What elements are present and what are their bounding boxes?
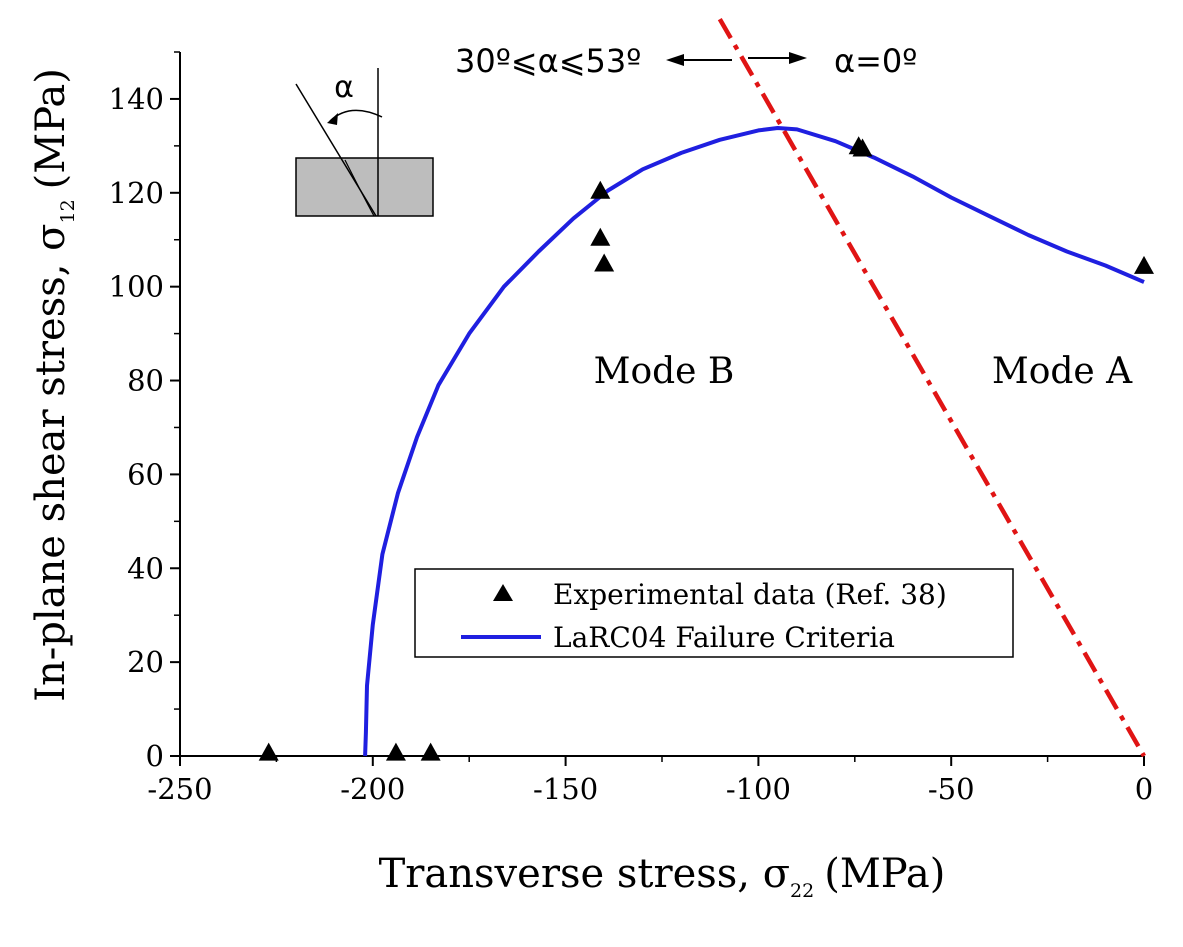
larc04-envelope-line	[363, 126, 1145, 757]
y-tick-label: 40	[127, 551, 164, 585]
angle-alpha-label: α	[334, 70, 354, 105]
y-tick-label: 140	[109, 82, 164, 116]
y-tick-label: 100	[109, 270, 164, 304]
legend: Experimental data (Ref. 38) LaRC04 Failu…	[414, 568, 1014, 658]
experimental-data-point	[590, 227, 611, 246]
y-ticks: 0 20 40 60 80 100 120 140	[109, 51, 180, 773]
x-tick-label: -150	[533, 772, 598, 806]
left-arrow-head	[666, 54, 684, 66]
x-axis-title-subscript: 22	[790, 880, 814, 902]
angle-range-annotations: 30º⩽α⩽53º α=0º	[455, 42, 917, 80]
mode-a-label: Mode A	[992, 351, 1133, 392]
legend-label-larc04: LaRC04 Failure Criteria	[553, 621, 895, 654]
experimental-data-point	[590, 180, 611, 199]
x-tick-label: 0	[1135, 772, 1153, 806]
y-tick-label: 0	[146, 739, 164, 773]
y-tick-label: 60	[127, 457, 164, 491]
mode-boundary-line	[717, 17, 1146, 758]
fracture-crack-curve	[344, 159, 375, 217]
series-layer	[258, 17, 1154, 761]
x-tick-label: -100	[726, 772, 791, 806]
x-axis-title-main: Transverse stress, σ	[379, 851, 790, 897]
y-tick-label: 120	[109, 176, 164, 210]
y-axis-title-subscript: 12	[57, 199, 79, 223]
x-tick-label: -250	[147, 772, 212, 806]
legend-triangle-marker	[493, 584, 513, 601]
experimental-data-point	[852, 138, 873, 157]
legend-box	[414, 568, 1014, 658]
experimental-data-point	[385, 742, 406, 761]
x-tick-label: -50	[928, 772, 975, 806]
angle-arrow-head	[327, 113, 338, 125]
angle-arc-arrow	[329, 109, 383, 122]
experimental-data-point	[420, 742, 441, 761]
right-arrow-head	[789, 52, 807, 64]
fracture-angle-diagram: α	[295, 68, 434, 217]
legend-label-experimental: Experimental data (Ref. 38)	[553, 578, 947, 611]
left-angle-range-label: 30º⩽α⩽53º	[455, 42, 641, 80]
specimen-block	[295, 157, 434, 217]
x-axis-title: Transverse stress, σ22 (MPa)	[379, 851, 946, 902]
x-axis-title-unit: (MPa)	[824, 851, 945, 897]
y-axis-title-main: In-plane shear stress, σ	[28, 224, 74, 702]
y-tick-label: 80	[127, 364, 164, 398]
mode-b-label: Mode B	[594, 351, 735, 392]
y-tick-label: 20	[127, 645, 164, 679]
experimental-data-point	[594, 253, 615, 272]
y-axis-title: In-plane shear stress, σ12 (MPa)	[28, 68, 79, 702]
right-angle-label: α=0º	[834, 42, 917, 80]
experimental-data-point	[1134, 255, 1154, 274]
x-tick-label: -200	[340, 772, 405, 806]
y-axis-title-unit: (MPa)	[28, 68, 74, 189]
x-ticks: -250 -200 -150 -100 -50 0	[147, 756, 1153, 806]
experimental-data-point	[258, 742, 279, 761]
